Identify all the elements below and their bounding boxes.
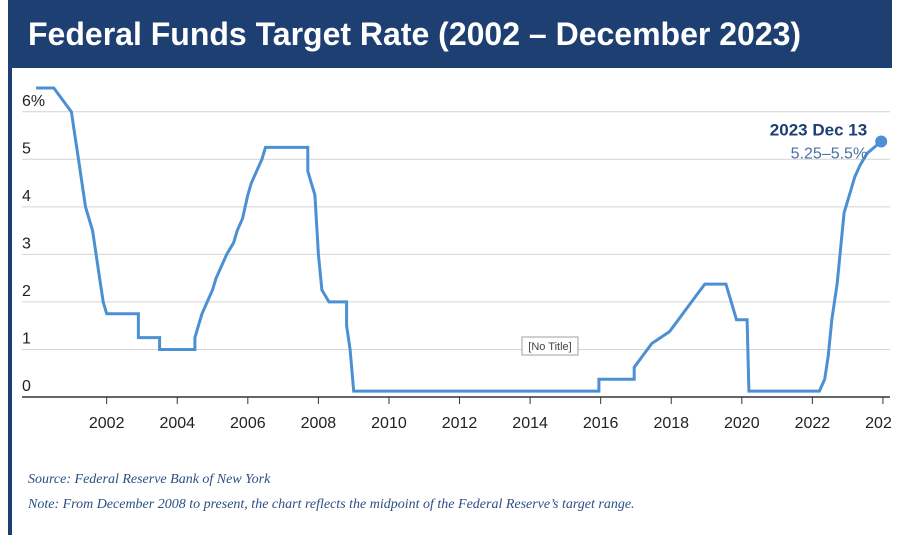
x-tick-label: 2024 [865, 415, 892, 432]
x-tick-label: 2016 [583, 415, 619, 432]
no-title-label: [No Title] [528, 341, 571, 353]
y-tick-label: 6% [22, 93, 45, 110]
x-tick-label: 2020 [724, 415, 760, 432]
grid-layer [22, 111, 890, 350]
x-tick-label: 2008 [301, 415, 337, 432]
chart-title: Federal Funds Target Rate (2002 – Decemb… [28, 16, 802, 52]
x-tick-label: 2012 [442, 415, 478, 432]
x-tick-label: 2006 [230, 415, 266, 432]
x-tick-label: 2014 [512, 415, 548, 432]
methodology-note: Note: From December 2008 to present, the… [28, 497, 635, 512]
fed-funds-rate-chart: 0 1 2 3 4 5 6% 2002 2004 2006 2008 2010 2012 2014 2016… [22, 86, 892, 432]
y-tick-label: 1 [22, 330, 31, 347]
x-tick-label: 2002 [89, 415, 125, 432]
annotation-date: 2023 Dec 13 [770, 120, 867, 139]
x-tick-label: 2004 [159, 415, 195, 432]
y-tick-label: 4 [22, 188, 31, 205]
y-tick-label: 0 [22, 378, 31, 395]
rate-series-line [36, 86, 883, 393]
axis-layer: 0 1 2 3 4 5 6% 2002 2004 2006 2008 2010 2012 2014 2016… [22, 93, 892, 432]
y-tick-label: 2 [22, 283, 31, 300]
x-tick-label: 2018 [653, 415, 689, 432]
y-tick-label: 3 [22, 235, 31, 252]
no-title-label-box [521, 336, 579, 356]
source-note: Source: Federal Reserve Bank of New York [28, 472, 271, 487]
chart-header: Federal Funds Target Rate (2002 – Decemb… [12, 0, 892, 68]
y-tick-label: 5 [22, 140, 31, 157]
annotation-value: 5.25–5.5% [791, 145, 868, 162]
end-point-marker [875, 135, 888, 148]
chart-notes: Source: Federal Reserve Bank of New York… [28, 472, 888, 522]
x-tick-label: 2022 [795, 415, 831, 432]
left-accent-rule [8, 0, 12, 535]
x-tick-label: 2010 [371, 415, 407, 432]
